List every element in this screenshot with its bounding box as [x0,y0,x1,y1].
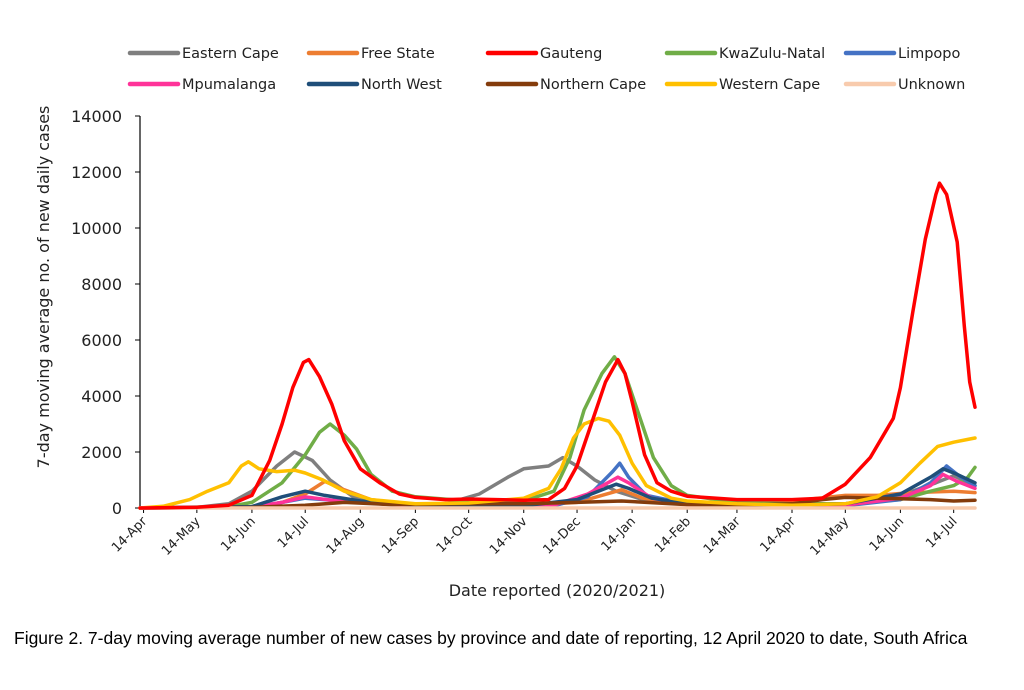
legend-item-eastern-cape: Eastern Cape [127,46,279,62]
legend-label: Limpopo [898,46,961,62]
figure-caption: Figure 2. 7-day moving average number of… [14,628,968,648]
x-tick-label: 14-Feb [652,514,694,556]
legend-label: Gauteng [540,46,602,62]
legend-label: Western Cape [719,77,820,93]
series-line-northern-cape [138,495,977,510]
x-tick-label: 14-Apr [758,514,800,556]
x-axis-title: Date reported (2020/2021) [449,581,666,600]
series-layer [138,181,977,510]
legend-item-northern-cape: Northern Cape [485,77,646,93]
series-line-kwazulu-natal [138,355,977,510]
series-line-gauteng [138,181,977,510]
x-tick-label: 14-May [808,514,853,559]
y-tick-label: 12000 [71,163,122,182]
y-tick-label: 14000 [71,107,122,126]
series-line-mpumalanga [138,472,977,510]
y-tick-label: 6000 [81,331,122,350]
x-tick-label: 14-Nov [487,514,531,558]
series-line-north-west [138,467,977,510]
chart: Eastern Cape Free State Gauteng KwaZulu-Nat… [34,46,977,600]
legend-item-kwazulu-natal: KwaZulu-Natal [664,46,825,62]
x-tick-label: 14-Sep [379,514,422,557]
x-tick-label: 14-Jun [867,514,908,555]
legend-item-limpopo: Limpopo [843,46,961,62]
x-axis: 14-Apr 14-May 14-Jun 14-Jul 14-Aug 14-Sep 14-O… [109,507,975,559]
x-tick-label: 14-Jul [275,514,312,551]
legend-label: Mpumalanga [182,77,276,93]
legend-item-mpumalanga: Mpumalanga [127,77,276,93]
x-tick-label: 14-Dec [540,514,583,557]
x-tick-label: 14-May [159,514,204,559]
legend-label: KwaZulu-Natal [719,46,825,62]
x-tick-label: 14-Apr [109,514,151,556]
legend-label: North West [361,77,442,93]
y-tick-label: 10000 [71,219,122,238]
legend: Eastern Cape Free State Gauteng KwaZulu-Nat… [127,46,965,93]
y-axis-title: 7-day moving average no. of new daily ca… [34,106,53,469]
x-tick-label: 14-Oct [434,514,476,556]
legend-item-north-west: North West [306,77,442,93]
legend-item-free-state: Free State [306,46,435,62]
legend-item-western-cape: Western Cape [664,77,820,93]
y-tick-label: 4000 [81,387,122,406]
legend-item-gauteng: Gauteng [485,46,602,62]
x-tick-label: 14-Aug [324,514,367,557]
legend-label: Northern Cape [540,77,646,93]
legend-label: Eastern Cape [182,46,279,62]
series-line-western-cape [138,416,977,510]
legend-label: Free State [361,46,435,62]
y-axis: 0 2000 4000 6000 8000 10000 12000 14000 [71,107,141,518]
x-tick-label: 14-Jul [923,514,960,551]
legend-label: Unknown [898,77,965,93]
y-tick-label: 2000 [81,443,122,462]
x-tick-label: 14-Mar [701,514,744,557]
x-tick-label: 14-Jan [599,514,639,554]
x-tick-label: 14-Jun [218,514,259,555]
legend-item-unknown: Unknown [843,77,965,93]
y-tick-label: 0 [112,499,122,518]
y-tick-label: 8000 [81,275,122,294]
